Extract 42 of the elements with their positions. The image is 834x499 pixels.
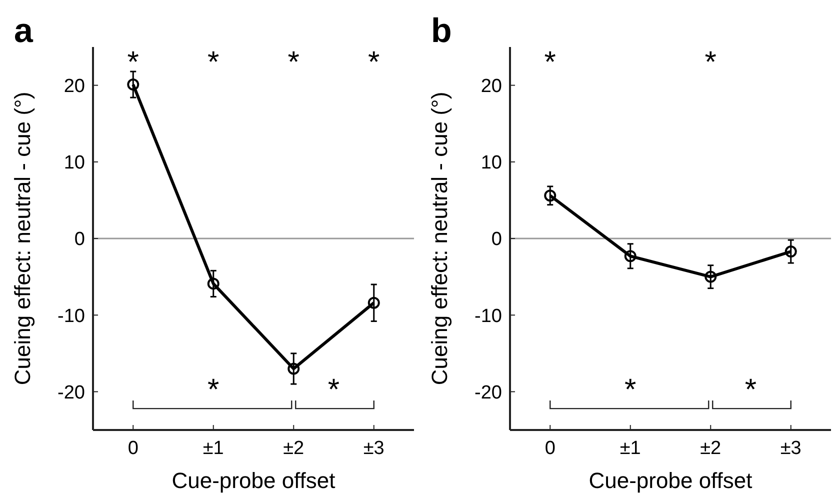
chart-title: a bbox=[14, 12, 34, 50]
point bbox=[784, 246, 797, 258]
y-axis-title: Cueing effect: neutral - cue (°) bbox=[427, 92, 452, 386]
x-tick-label: 0 bbox=[544, 438, 556, 459]
x-axis-title: Cue-probe offset bbox=[588, 468, 752, 493]
chart-title: b bbox=[431, 12, 452, 50]
point bbox=[207, 278, 220, 290]
annotation: * bbox=[328, 374, 340, 407]
y-tick-label: 20 bbox=[480, 76, 502, 97]
y-tick-label: -10 bbox=[58, 306, 85, 327]
annotation: * bbox=[288, 46, 300, 79]
annotation: * bbox=[208, 46, 220, 79]
annotation: * bbox=[624, 374, 637, 407]
x-tick-label: ±2 bbox=[283, 438, 304, 459]
annotation: * bbox=[127, 46, 140, 79]
annotation: * bbox=[208, 374, 220, 407]
y-axis-title: Cueing effect: neutral - cue (°) bbox=[10, 92, 35, 386]
annotation: * bbox=[544, 46, 556, 79]
y-tick-label: 0 bbox=[74, 229, 85, 250]
y-tick-label: -20 bbox=[58, 382, 85, 404]
x-tick-label: ±1 bbox=[202, 438, 224, 459]
y-tick-label: 10 bbox=[480, 152, 502, 174]
y-tick-label: -10 bbox=[474, 306, 502, 327]
point bbox=[704, 270, 717, 283]
point bbox=[127, 78, 140, 91]
annotation: * bbox=[744, 374, 757, 407]
y-tick-label: 10 bbox=[64, 152, 85, 174]
point bbox=[624, 250, 636, 262]
annotation: * bbox=[368, 46, 380, 79]
y-tick-label: -20 bbox=[474, 382, 502, 404]
point bbox=[288, 362, 300, 375]
point bbox=[368, 296, 380, 309]
x-tick-label: ±3 bbox=[363, 438, 384, 459]
x-tick-label: ±1 bbox=[620, 438, 641, 459]
y-tick-label: 20 bbox=[64, 76, 85, 97]
x-tick-label: 0 bbox=[128, 438, 138, 459]
y-tick-label: 0 bbox=[491, 229, 502, 250]
x-tick-label: ±2 bbox=[700, 438, 722, 459]
x-tick-label: ±3 bbox=[780, 438, 802, 459]
x-axis-title: Cue-probe offset bbox=[172, 468, 336, 493]
point bbox=[544, 190, 556, 202]
annotation: * bbox=[704, 46, 717, 79]
